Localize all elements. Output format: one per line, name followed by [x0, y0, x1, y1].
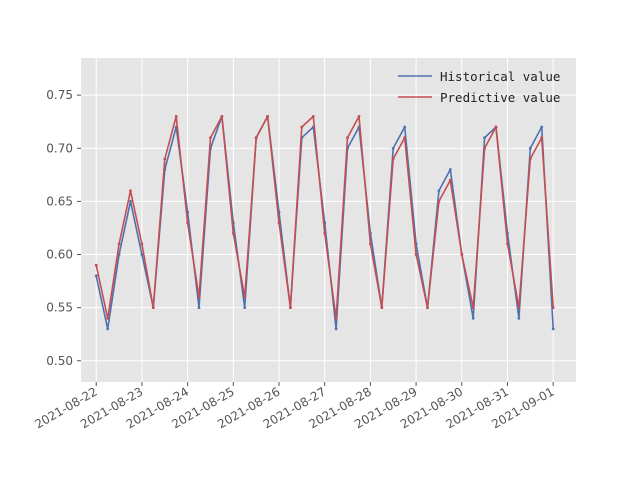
data-point	[140, 242, 144, 246]
y-tick-label: 0.65	[46, 194, 73, 208]
data-point	[483, 136, 486, 140]
data-point	[311, 115, 315, 118]
data-point	[197, 295, 201, 299]
data-point	[471, 306, 475, 309]
legend-label-predictive: Predictive value	[440, 90, 560, 105]
data-point	[391, 146, 395, 150]
data-point	[289, 306, 292, 309]
data-point	[540, 125, 544, 129]
data-point	[391, 157, 395, 161]
data-point	[414, 253, 418, 256]
data-point	[254, 136, 258, 140]
data-point	[380, 306, 384, 309]
data-point	[448, 178, 452, 182]
data-point	[528, 146, 532, 150]
data-point	[231, 231, 235, 235]
data-point	[506, 242, 509, 246]
data-point	[117, 242, 121, 246]
y-axis: 0.50 0.55 0.60 0.65 0.70 0.75	[46, 88, 81, 368]
legend-label-historical: Historical value	[440, 69, 560, 84]
data-point	[483, 146, 486, 150]
y-tick-label: 0.55	[46, 301, 73, 315]
data-point	[551, 306, 555, 309]
grid	[81, 58, 576, 382]
y-tick-label: 0.70	[46, 141, 73, 155]
data-point	[471, 316, 475, 320]
data-point	[243, 295, 247, 299]
data-point	[186, 221, 190, 225]
data-point	[151, 306, 155, 309]
data-point	[197, 306, 201, 309]
data-point	[209, 136, 212, 140]
data-point	[174, 115, 178, 118]
plot-area	[81, 58, 576, 382]
data-point	[403, 136, 407, 140]
data-point	[94, 263, 98, 267]
y-tick-label: 0.60	[46, 248, 73, 262]
data-point	[334, 316, 338, 320]
data-point	[323, 231, 327, 235]
data-point	[494, 125, 498, 129]
data-point	[117, 253, 121, 256]
data-point	[334, 327, 338, 331]
data-point	[460, 253, 464, 256]
data-point	[106, 316, 110, 320]
y-tick-label: 0.75	[46, 88, 73, 102]
data-point	[220, 115, 224, 118]
data-point	[540, 136, 544, 140]
data-point	[357, 115, 361, 118]
data-point	[243, 306, 247, 309]
data-point	[426, 306, 429, 309]
data-point	[437, 200, 441, 203]
x-axis: 2021-08-222021-08-232021-08-242021-08-25…	[32, 382, 557, 431]
data-point	[517, 316, 521, 320]
data-point	[300, 125, 304, 129]
data-point	[94, 274, 98, 278]
data-point	[140, 253, 144, 256]
data-point	[129, 200, 132, 203]
data-point	[551, 327, 555, 331]
data-point	[369, 242, 372, 246]
data-point	[437, 189, 441, 193]
data-point	[277, 221, 281, 225]
data-point	[346, 136, 349, 140]
series-layer	[94, 115, 555, 331]
data-point	[403, 125, 407, 129]
y-tick-label: 0.50	[46, 354, 73, 368]
legend: Historical value Predictive value	[398, 69, 560, 105]
data-point	[106, 327, 110, 331]
data-point	[163, 157, 167, 161]
data-point	[448, 168, 452, 171]
data-point	[266, 115, 269, 118]
data-point	[129, 189, 132, 193]
data-point	[517, 306, 521, 309]
data-point	[528, 157, 532, 161]
